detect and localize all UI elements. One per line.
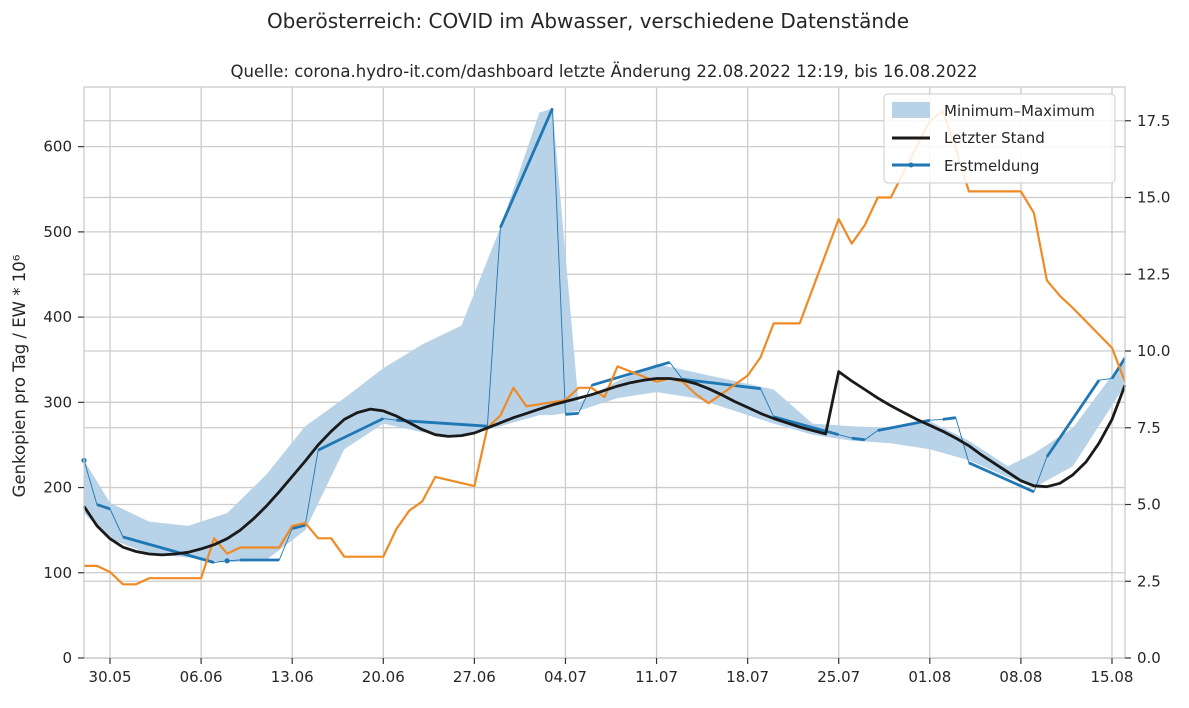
band-minimum-maximum <box>84 108 1125 563</box>
y-right-tick-label: 5.0 <box>1137 496 1161 514</box>
y-right-tick-label: 7.5 <box>1137 419 1161 437</box>
legend-label-erstmeldung: Erstmeldung <box>944 157 1039 175</box>
legend-label-band: Minimum–Maximum <box>944 102 1095 120</box>
series-erstmeldung-segment <box>773 415 840 437</box>
x-tick-label: 20.06 <box>362 668 405 686</box>
x-axis: 30.05 06.06 13.06 20.06 27.06 04.07 11.07 18.07… <box>89 658 1134 686</box>
series-erstmeldung-segment <box>1110 357 1127 380</box>
y-axis-left: 0 100 200 300 400 500 600 <box>43 138 84 667</box>
series-erstmeldung-point <box>224 558 230 564</box>
y-axis-label: Genkopien pro Tag / EW * 10⁶ <box>10 254 29 497</box>
series-erstmeldung-segment <box>1045 379 1101 458</box>
series-erstmeldung-segment <box>942 416 956 421</box>
series-erstmeldung-segment <box>591 360 670 387</box>
legend-label-letzter-stand: Letzter Stand <box>944 129 1045 147</box>
series-erstmeldung-segment <box>851 436 865 442</box>
legend: Minimum–Maximum Letzter Stand Erstmeldun… <box>883 93 1116 184</box>
y-right-tick-label: 0.0 <box>1137 649 1161 667</box>
x-tick-label: 15.08 <box>1091 668 1134 686</box>
x-tick-label: 11.07 <box>635 668 678 686</box>
legend-marker-erstmeldung <box>908 162 914 168</box>
series-letzter-stand <box>82 370 1127 557</box>
x-tick-label: 27.06 <box>453 668 496 686</box>
x-tick-label: 18.07 <box>726 668 769 686</box>
series-erstmeldung-segment <box>317 417 384 452</box>
x-tick-label: 01.08 <box>908 668 951 686</box>
x-tick-label: 13.06 <box>271 668 314 686</box>
y-left-tick-label: 100 <box>43 564 72 582</box>
series-erstmeldung-segment <box>682 377 761 391</box>
y-left-tick-label: 500 <box>43 223 72 241</box>
series-erstmeldung-segment <box>122 535 215 564</box>
y-right-tick-label: 15.0 <box>1137 189 1170 207</box>
axes-spines <box>83 86 1126 659</box>
chart-title: Quelle: corona.hydro-it.com/dashboard le… <box>231 62 978 81</box>
series-erstmeldung-segment <box>499 107 554 229</box>
series-erstmeldung-segment <box>968 461 1035 494</box>
y-right-tick-label: 10.0 <box>1137 342 1170 360</box>
x-tick-label: 30.05 <box>89 668 132 686</box>
legend-box <box>883 93 1116 184</box>
y-axis-right: 0.0 2.5 5.0 7.5 10.0 12.5 15.0 17.5 <box>1125 112 1170 667</box>
series-erstmeldung-segment <box>565 412 579 416</box>
y-left-tick-label: 400 <box>43 308 72 326</box>
x-tick-label: 04.07 <box>544 668 587 686</box>
figure-suptitle: Oberösterreich: COVID im Abwasser, versc… <box>267 9 909 33</box>
series-erstmeldung-segment <box>291 523 306 530</box>
legend-swatch-band <box>892 102 930 118</box>
x-tick-label: 06.06 <box>180 668 223 686</box>
y-left-tick-label: 300 <box>43 393 72 411</box>
series-erstmeldung-connector <box>83 108 1126 563</box>
series-erstmeldung-segment <box>396 418 488 428</box>
x-tick-label: 25.07 <box>817 668 860 686</box>
y-left-tick-label: 200 <box>43 479 72 497</box>
y-left-tick-label: 0 <box>62 649 72 667</box>
series-erstmeldung-segment <box>96 503 111 511</box>
y-right-tick-label: 17.5 <box>1137 112 1170 130</box>
plot-frame <box>83 86 1126 659</box>
y-right-tick-label: 2.5 <box>1137 572 1161 590</box>
y-right-tick-label: 12.5 <box>1137 265 1170 283</box>
y-left-tick-label: 600 <box>43 138 72 156</box>
x-tick-label: 08.08 <box>999 668 1042 686</box>
